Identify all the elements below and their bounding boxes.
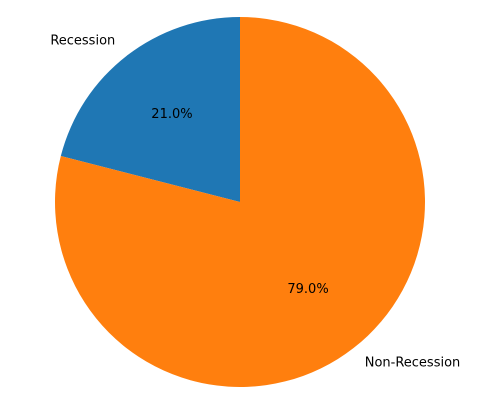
slice-percent-label: 79.0% xyxy=(287,282,328,297)
pie-slice-recession xyxy=(60,17,240,202)
slice-percent-label: 21.0% xyxy=(151,107,192,122)
pie-slice-non-recession xyxy=(55,17,425,387)
slice-category-label: Non-Recession xyxy=(365,355,461,370)
slice-category-label: Recession xyxy=(50,34,115,49)
